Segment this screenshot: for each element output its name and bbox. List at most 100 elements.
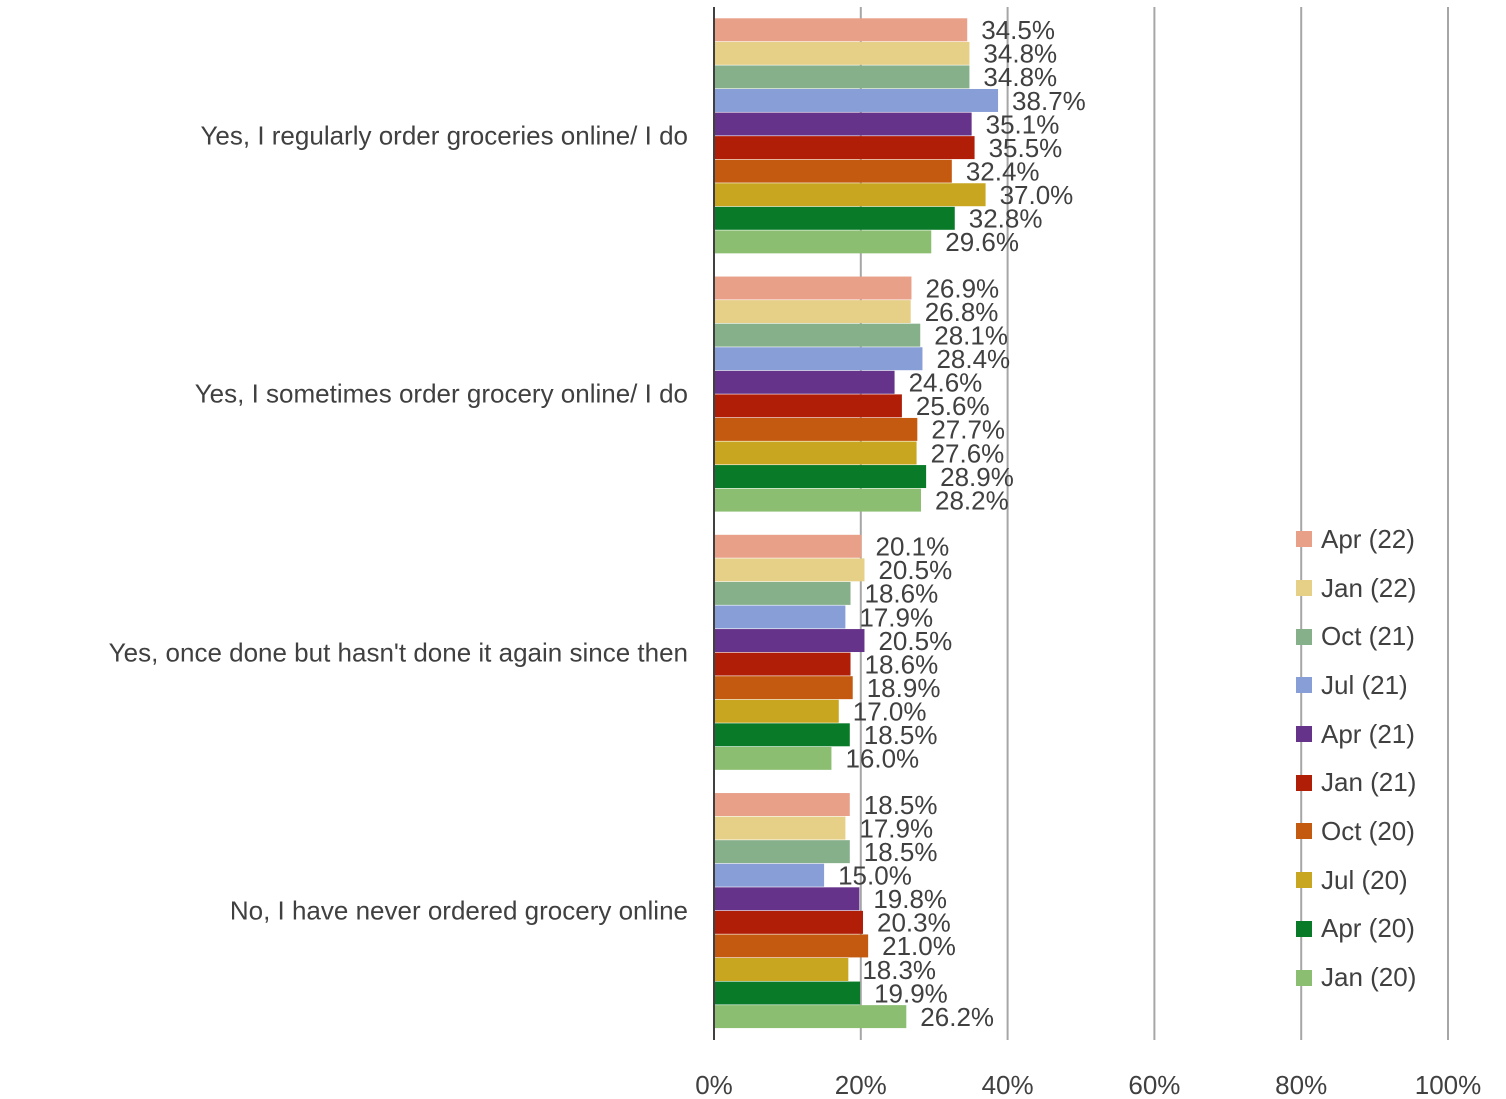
legend-item: Jul (20) <box>1296 856 1416 905</box>
bar <box>714 723 850 747</box>
data-label: 19.9% <box>874 978 948 1008</box>
legend-swatch <box>1296 920 1312 937</box>
legend-label: Jan (22) <box>1321 572 1417 603</box>
bar <box>714 323 921 347</box>
bar <box>714 558 865 582</box>
bar <box>714 629 865 653</box>
legend-label: Oct (21) <box>1321 621 1415 652</box>
bar <box>714 958 849 981</box>
data-label: 35.1% <box>986 109 1060 139</box>
data-label: 28.9% <box>940 462 1014 492</box>
data-label: 26.9% <box>925 273 999 303</box>
bar <box>714 136 975 160</box>
x-tick-label: 0% <box>695 1070 733 1099</box>
bar <box>714 112 972 136</box>
x-tick-label: 60% <box>1128 1070 1180 1099</box>
data-label: 26.2% <box>920 1002 994 1032</box>
bar <box>714 1005 907 1029</box>
data-label: 20.5% <box>878 626 952 656</box>
bar <box>714 910 864 934</box>
bar <box>714 652 851 676</box>
data-label: 28.4% <box>936 344 1010 374</box>
legend-label: Jul (21) <box>1321 669 1408 700</box>
data-label: 18.6% <box>865 649 939 679</box>
legend-item: Oct (21) <box>1296 612 1416 661</box>
category-label: Yes, I regularly order groceries online/… <box>200 120 688 151</box>
category-label: Yes, once done but hasn't done it again … <box>108 637 688 668</box>
bar <box>714 934 869 958</box>
legend-swatch <box>1296 774 1312 791</box>
legend-label: Apr (21) <box>1321 718 1415 749</box>
bar <box>714 88 999 112</box>
bar <box>714 488 921 512</box>
x-tick-label: 40% <box>982 1070 1034 1099</box>
data-label: 20.1% <box>876 532 950 562</box>
data-label: 37.0% <box>1000 180 1074 210</box>
legend-item: Jan (21) <box>1296 758 1416 807</box>
data-label: 25.6% <box>916 391 990 421</box>
data-label: 28.2% <box>935 485 1009 515</box>
x-tick-label: 20% <box>835 1070 887 1099</box>
legend-label: Jul (20) <box>1321 864 1408 895</box>
data-label: 34.5% <box>981 15 1055 45</box>
data-label: 18.6% <box>865 579 939 609</box>
bar <box>714 699 839 723</box>
bar <box>714 581 851 605</box>
bar <box>714 276 912 300</box>
bar <box>714 230 932 254</box>
bar <box>714 394 902 418</box>
data-label: 18.5% <box>864 837 938 867</box>
legend-item: Apr (21) <box>1296 710 1416 759</box>
bar <box>714 65 970 89</box>
bar <box>714 206 955 230</box>
legend-swatch <box>1296 580 1312 597</box>
legend-item: Jul (21) <box>1296 661 1416 710</box>
legend-swatch <box>1296 872 1312 889</box>
legend-label: Oct (20) <box>1321 815 1415 846</box>
legend-swatch <box>1296 531 1312 548</box>
data-label: 16.0% <box>845 744 919 774</box>
data-label: 32.4% <box>966 156 1040 186</box>
data-label: 38.7% <box>1012 86 1086 116</box>
bar <box>714 300 911 324</box>
legend-swatch <box>1296 969 1312 986</box>
data-label: 26.8% <box>925 297 999 327</box>
bar <box>714 887 860 911</box>
data-label: 20.3% <box>877 908 951 938</box>
data-label: 17.9% <box>859 813 933 843</box>
bar <box>714 417 918 441</box>
category-label: No, I have never ordered grocery online <box>229 895 688 926</box>
data-label: 27.7% <box>931 415 1005 445</box>
data-label: 28.1% <box>934 320 1008 350</box>
data-label: 27.6% <box>931 438 1005 468</box>
bar <box>714 347 923 371</box>
data-label: 18.5% <box>864 790 938 820</box>
category-label: Yes, I sometimes order grocery online/ I… <box>194 378 688 409</box>
legend-label: Apr (22) <box>1321 523 1415 554</box>
bar <box>714 41 970 65</box>
data-label: 17.0% <box>853 697 927 727</box>
data-label: 32.8% <box>969 204 1043 234</box>
legend-label: Apr (20) <box>1321 913 1415 944</box>
bar <box>714 605 846 629</box>
data-label: 18.3% <box>862 955 936 985</box>
bar <box>714 159 952 183</box>
legend-swatch <box>1296 823 1312 840</box>
legend-item: Apr (22) <box>1296 515 1416 564</box>
bar <box>714 183 986 207</box>
bar <box>714 18 968 42</box>
legend-item: Jan (20) <box>1296 953 1416 1002</box>
bar <box>714 793 850 817</box>
legend-swatch <box>1296 677 1312 694</box>
bar <box>714 534 862 558</box>
bar <box>714 981 861 1005</box>
bar <box>714 863 825 887</box>
data-label: 34.8% <box>983 62 1057 92</box>
x-tick-label: 80% <box>1275 1070 1327 1099</box>
bar <box>714 370 895 394</box>
data-label: 19.8% <box>873 884 947 914</box>
legend-swatch <box>1296 628 1312 645</box>
legend-label: Jan (20) <box>1321 962 1417 993</box>
bar <box>714 840 850 864</box>
